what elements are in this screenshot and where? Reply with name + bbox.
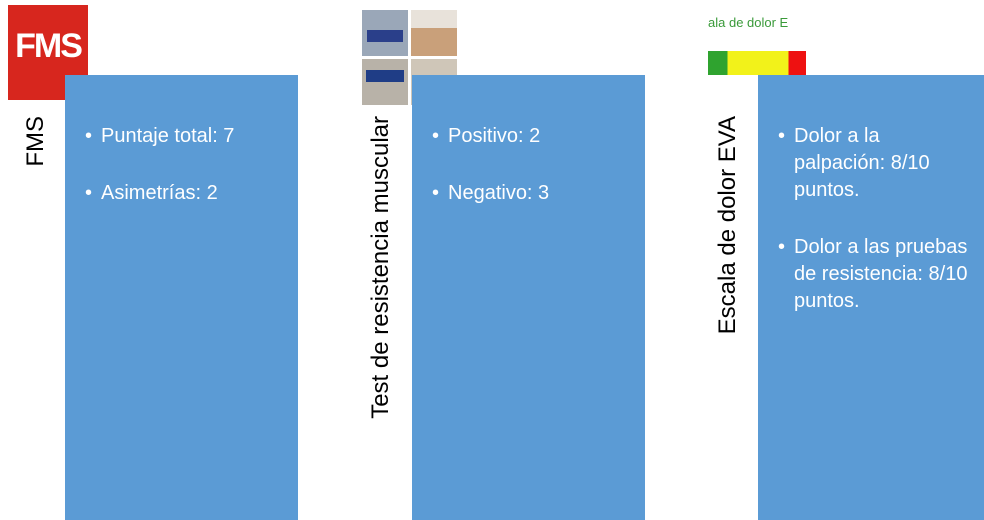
- bullet: Dolor a la palpación: 8/10 puntos.: [778, 123, 976, 204]
- logo-text: ala de dolor E: [708, 15, 789, 30]
- fms-logo: FMS: [8, 5, 88, 100]
- bullet: Positivo: 2: [432, 123, 637, 150]
- bullet: Negativo: 3: [432, 180, 637, 207]
- bullet-list: Puntaje total: 7 Asimetrías: 2: [85, 123, 290, 237]
- content-box: Dolor a la palpación: 8/10 puntos. Dolor…: [758, 75, 984, 520]
- bullet-list: Positivo: 2 Negativo: 3: [432, 123, 637, 237]
- column-label: Test de resistencia muscular: [367, 116, 394, 419]
- bullet: Puntaje total: 7: [85, 123, 290, 150]
- content-box: Positivo: 2 Negativo: 3: [412, 75, 645, 520]
- column-label: FMS: [22, 116, 49, 167]
- bullet: Dolor a las pruebas de resistencia: 8/10…: [778, 234, 976, 315]
- logo-text: FMS: [15, 27, 83, 65]
- scale-bar: [708, 51, 806, 75]
- column-label: Escala de dolor EVA: [714, 116, 741, 335]
- content-box: Puntaje total: 7 Asimetrías: 2: [65, 75, 298, 520]
- bullet-list: Dolor a la palpación: 8/10 puntos. Dolor…: [778, 123, 976, 345]
- bullet: Asimetrías: 2: [85, 180, 290, 207]
